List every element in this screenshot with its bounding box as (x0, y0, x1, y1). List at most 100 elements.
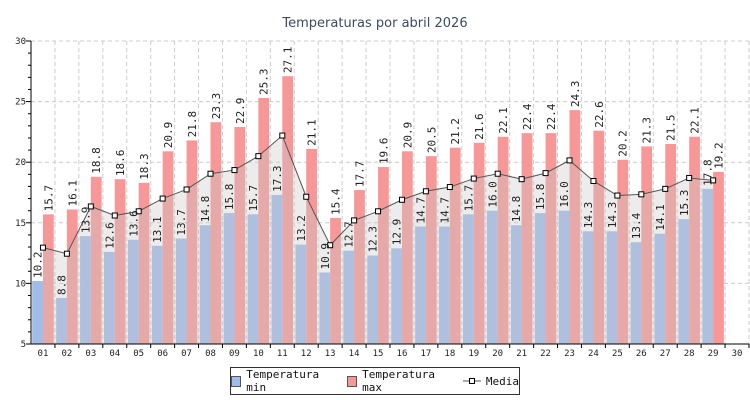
bar-min (175, 238, 187, 344)
data-label: 12.3 (367, 226, 380, 253)
media-marker (710, 177, 717, 184)
media-area (42, 135, 714, 344)
legend: Temperatura min Temperatura max Media (230, 367, 520, 395)
x-tick-label: 28 (684, 349, 695, 359)
bar-min (486, 210, 498, 344)
data-label: 24.3 (569, 81, 582, 108)
bar-min (534, 213, 546, 344)
data-label: 20.9 (162, 122, 175, 149)
bar-min (271, 194, 283, 344)
data-label: 10.9 (319, 243, 332, 270)
data-label: 21.8 (186, 111, 199, 138)
data-label: 10.2 (32, 251, 45, 278)
media-marker (614, 192, 621, 199)
bar-max (210, 122, 222, 344)
bar-min (127, 239, 139, 344)
bar-max (90, 176, 102, 344)
media-marker (470, 175, 477, 182)
x-tick-label: 09 (229, 349, 240, 359)
bar-min (678, 219, 690, 344)
legend-item-media: Media (462, 374, 519, 388)
bar-max (641, 146, 653, 344)
x-tick-label: 26 (636, 349, 647, 359)
bar-min (32, 280, 43, 344)
bar-min (295, 244, 307, 344)
data-label: 22.4 (521, 103, 534, 130)
bar-max (545, 133, 557, 344)
data-label: 16.1 (66, 180, 79, 207)
data-label: 13.6 (127, 210, 140, 237)
data-label: 22.6 (593, 101, 606, 128)
data-label: 17.3 (271, 165, 284, 192)
x-tick-label: 02 (61, 349, 72, 359)
y-tick-label: 20 (15, 158, 26, 168)
media-marker (303, 193, 310, 200)
bar-min (654, 233, 666, 344)
data-label: 22.1 (689, 107, 702, 134)
x-tick-label: 07 (181, 349, 192, 359)
bar-max (425, 156, 437, 344)
data-label: 19.6 (377, 138, 390, 165)
media-marker (63, 250, 70, 257)
media-marker (590, 177, 597, 184)
data-label: 21.3 (641, 117, 654, 144)
data-label: 12.7 (343, 221, 356, 248)
data-label: 21.2 (449, 118, 462, 145)
data-label: 18.8 (90, 147, 103, 174)
data-label: 21.5 (665, 115, 678, 142)
media-marker (207, 170, 214, 177)
media-marker (87, 203, 94, 210)
media-marker (662, 185, 669, 192)
bar-max (378, 167, 389, 344)
data-label: 13.1 (151, 216, 164, 243)
x-tick-label: 20 (492, 349, 503, 359)
bar-min (56, 297, 67, 344)
data-label: 15.7 (462, 185, 475, 212)
legend-item-min: Temperatura min (231, 368, 337, 394)
data-label: 22.4 (545, 103, 558, 130)
chart-title: Temperaturas por abril 2026 (282, 16, 468, 31)
bar-min (223, 213, 235, 344)
media-marker (494, 170, 501, 177)
bar-max (258, 97, 270, 345)
media-marker (39, 244, 46, 251)
legend-swatch-min (231, 375, 242, 387)
bar-max (713, 171, 724, 344)
bar-min (558, 210, 570, 344)
legend-item-max: Temperatura max (346, 368, 453, 394)
bar-max (521, 133, 533, 344)
data-label: 13.4 (630, 212, 643, 239)
bar-max (138, 182, 150, 344)
data-label: 14.8 (510, 196, 523, 223)
media-marker (375, 208, 382, 215)
bar-max (186, 140, 198, 344)
bar-min (606, 231, 618, 344)
media-marker (638, 191, 645, 198)
legend-label-media: Media (485, 374, 519, 388)
x-tick-label: 18 (444, 349, 455, 359)
data-label: 22.1 (497, 107, 510, 133)
bar-max (449, 147, 461, 344)
y-tick-label: 30 (15, 37, 26, 47)
media-marker (159, 195, 166, 202)
bar-max (593, 130, 605, 344)
x-tick-label: 27 (660, 349, 671, 359)
data-label: 15.8 (534, 184, 547, 211)
x-tick-label: 12 (301, 349, 312, 359)
data-label: 23.3 (210, 93, 223, 120)
data-label: 21.6 (473, 113, 486, 140)
bar-max (497, 136, 509, 344)
x-tick-label: 06 (157, 349, 168, 359)
legend-label-max: Temperatura max (362, 368, 436, 394)
x-tick-label: 21 (516, 349, 527, 359)
bar-max (162, 151, 174, 344)
data-label: 15.4 (330, 188, 343, 215)
bar-max (689, 136, 700, 344)
data-label: 12.9 (391, 219, 404, 246)
media-marker (422, 188, 429, 195)
media-marker (686, 174, 693, 181)
x-tick-label: 24 (588, 349, 599, 359)
media-marker (398, 196, 405, 203)
media-marker (231, 167, 238, 174)
legend-marker-media (462, 378, 481, 384)
